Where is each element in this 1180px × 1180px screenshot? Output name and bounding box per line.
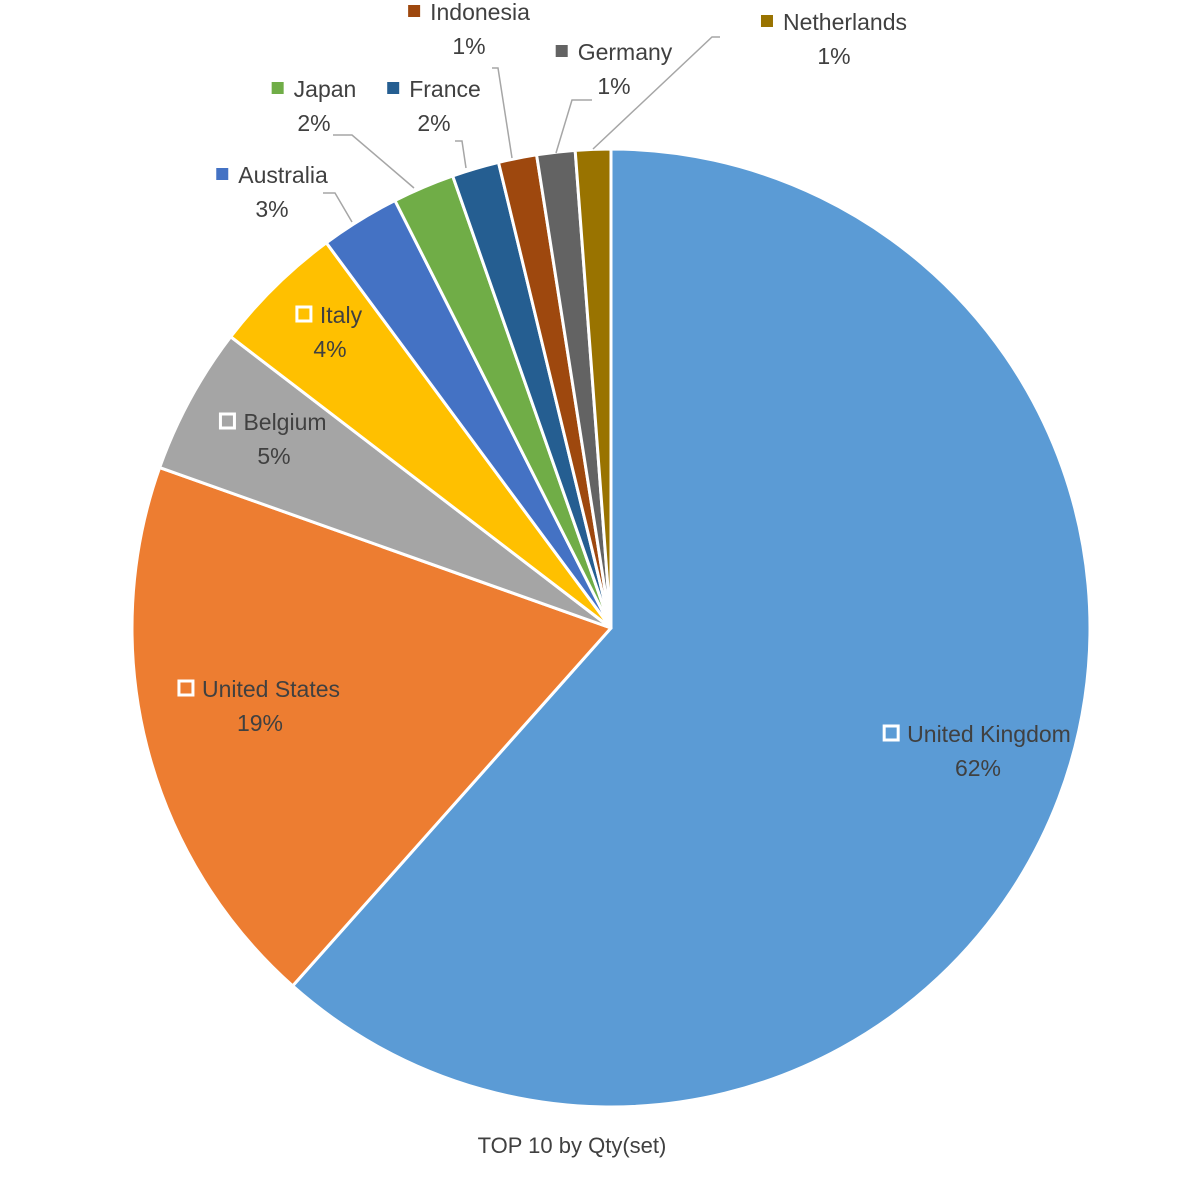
legend-key-icon: [408, 5, 421, 17]
slice-percent-label: 2%: [417, 110, 450, 136]
legend-key-icon: [555, 45, 568, 57]
legend-key-icon: [177, 679, 195, 697]
slice-name-label: Indonesia: [430, 0, 530, 25]
legend-key-icon: [271, 82, 284, 94]
legend-key-icon: [760, 15, 773, 27]
legend-key-icon: [387, 82, 400, 94]
slice-name-label: Germany: [578, 39, 673, 65]
slice-name-label: France: [409, 76, 481, 102]
label-france: France 2%: [387, 76, 481, 136]
label-united-kingdom: United Kingdom 62%: [882, 721, 1071, 781]
label-netherlands: Netherlands 1%: [760, 9, 907, 69]
label-united-states: United States 19%: [177, 676, 340, 736]
slice-percent-label: 1%: [452, 33, 485, 59]
slice-percent-label: 1%: [597, 73, 630, 99]
legend-key-icon: [218, 412, 236, 430]
slice-percent-label: 1%: [817, 43, 850, 69]
slice-united-kingdom: [291, 147, 1092, 1109]
label-indonesia: Indonesia 1%: [408, 0, 530, 59]
label-australia: Australia 3%: [216, 162, 328, 222]
slice-percent-label: 19%: [237, 710, 283, 736]
legend-key-icon: [295, 305, 313, 323]
slice-percent-label: 62%: [955, 755, 1001, 781]
slice-name-label: Belgium: [243, 409, 326, 435]
slice-percent-label: 4%: [313, 336, 346, 362]
leader-lines: [323, 36, 720, 223]
slice-name-label: Italy: [320, 302, 363, 328]
leader-line-australia: [323, 192, 353, 223]
legend-key-icon: [216, 168, 229, 180]
slice-percent-label: 2%: [297, 110, 330, 136]
label-belgium: Belgium 5%: [218, 409, 327, 469]
slice-name-label: United Kingdom: [907, 721, 1071, 747]
slice-percent-label: 5%: [257, 443, 290, 469]
leader-line-france: [455, 140, 467, 169]
slice-united-states: [130, 466, 613, 988]
leader-line-japan: [333, 134, 415, 189]
pie-slices: [130, 147, 1092, 1109]
label-italy: Italy 4%: [295, 302, 363, 362]
leader-line-netherlands: [592, 36, 720, 150]
slice-netherlands: [573, 147, 613, 630]
leader-line-germany: [555, 99, 592, 154]
leader-line-indonesia: [492, 67, 513, 159]
slice-name-label: Australia: [238, 162, 328, 188]
slice-percent-label: 3%: [255, 196, 288, 222]
label-japan: Japan 2%: [271, 76, 357, 136]
label-germany: Germany 1%: [555, 39, 673, 99]
slice-name-label: United States: [202, 676, 340, 702]
slice-name-label: Japan: [294, 76, 357, 102]
slice-name-label: Netherlands: [783, 9, 907, 35]
chart-caption: TOP 10 by Qty(set): [478, 1133, 667, 1158]
legend-key-icon: [882, 724, 900, 742]
data-labels: United Kingdom 62% United States 19% Belgium…: [177, 0, 1071, 781]
slice-belgium: [158, 335, 613, 630]
